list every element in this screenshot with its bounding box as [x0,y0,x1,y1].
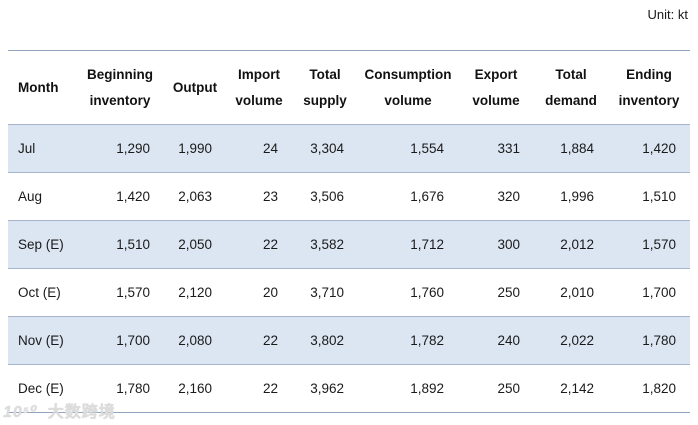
month-cell: Nov (E) [18,333,64,348]
value-cell-total-demand: 2,142 [560,381,594,396]
table-row: Oct (E) 1,570 2,120 20 3,710 1,760 250 2,010 1,7… [8,269,690,317]
table-header-row: Month Beginning inventory Output Import volum… [8,51,690,125]
value-cell-beginning-inventory: 1,780 [116,381,150,396]
value-cell-consumption-volume: 1,782 [410,333,444,348]
value-cell-ending-inventory: 1,780 [642,333,676,348]
value-cell-ending-inventory: 1,700 [642,285,676,300]
inventory-table: Month Beginning inventory Output Import volum… [8,50,690,413]
value-cell-export-volume: 320 [497,189,520,204]
value-cell-total-supply: 3,582 [310,237,344,252]
value-cell-export-volume: 331 [497,141,520,156]
watermark: 10⁵⁰ 大数跨境 [3,398,116,422]
value-cell-export-volume: 300 [497,237,520,252]
column-header-total-supply: Total supply [303,66,347,108]
value-cell-total-supply: 3,506 [310,189,344,204]
value-cell-total-supply: 3,710 [310,285,344,300]
value-cell-ending-inventory: 1,570 [642,237,676,252]
unit-label: Unit: kt [647,7,688,22]
value-cell-export-volume: 250 [497,381,520,396]
table-row: Dec (E) 1,780 2,160 22 3,962 1,892 250 2,142 1,8… [8,365,690,413]
value-cell-ending-inventory: 1,820 [642,381,676,396]
value-cell-import-volume: 20 [262,285,278,300]
value-cell-beginning-inventory: 1,420 [116,189,150,204]
value-cell-consumption-volume: 1,892 [410,381,444,396]
column-header-ending-inventory: Ending inventory [618,66,680,108]
value-cell-beginning-inventory: 1,290 [116,141,150,156]
column-header-month: Month [18,79,59,95]
value-cell-consumption-volume: 1,760 [410,285,444,300]
month-cell: Oct (E) [18,285,61,300]
value-cell-beginning-inventory: 1,700 [116,333,150,348]
value-cell-output: 2,063 [178,189,212,204]
table-body: Jul 1,290 1,990 24 3,304 1,554 331 1,884 1,420 Au… [8,124,690,413]
table-row: Jul 1,290 1,990 24 3,304 1,554 331 1,884 1,420 [8,124,690,173]
value-cell-output: 1,990 [178,141,212,156]
value-cell-total-demand: 2,010 [560,285,594,300]
value-cell-total-supply: 3,962 [310,381,344,396]
value-cell-ending-inventory: 1,510 [642,189,676,204]
watermark-text: 大数跨境 [47,404,116,421]
month-cell: Jul [18,141,36,156]
value-cell-import-volume: 24 [262,141,278,156]
value-cell-import-volume: 22 [262,333,278,348]
value-cell-total-demand: 2,012 [560,237,594,252]
value-cell-export-volume: 240 [497,333,520,348]
value-cell-beginning-inventory: 1,570 [116,285,150,300]
column-header-import-volume: Import volume [235,66,283,108]
table-row: Aug 1,420 2,063 23 3,506 1,676 320 1,996 1,510 [8,173,690,221]
value-cell-total-demand: 2,022 [560,333,594,348]
column-header-beginning-inventory: Beginning inventory [87,66,153,108]
value-cell-total-supply: 3,802 [310,333,344,348]
value-cell-total-demand: 1,884 [560,141,594,156]
month-cell: Aug [18,189,43,204]
value-cell-import-volume: 23 [262,189,278,204]
value-cell-output: 2,050 [178,237,212,252]
value-cell-output: 2,120 [178,285,212,300]
table-row: Nov (E) 1,700 2,080 22 3,802 1,782 240 2,022 1,7… [8,316,690,365]
column-header-export-volume: Export volume [472,66,520,108]
column-header-total-demand: Total demand [545,66,597,108]
month-cell: Sep (E) [18,237,64,252]
value-cell-beginning-inventory: 1,510 [116,237,150,252]
value-cell-ending-inventory: 1,420 [642,141,676,156]
value-cell-export-volume: 250 [497,285,520,300]
table-row: Sep (E) 1,510 2,050 22 3,582 1,712 300 2,012 1,5… [8,220,690,269]
value-cell-import-volume: 22 [262,237,278,252]
value-cell-output: 2,080 [178,333,212,348]
value-cell-consumption-volume: 1,712 [410,237,444,252]
value-cell-output: 2,160 [178,381,212,396]
column-header-output: Output [172,79,218,95]
value-cell-total-demand: 1,996 [560,189,594,204]
value-cell-import-volume: 22 [262,381,278,396]
watermark-logo-icon: 10⁵⁰ [3,404,39,421]
value-cell-total-supply: 3,304 [310,141,344,156]
column-header-consumption-volume: Consumption volume [364,66,452,108]
month-cell: Dec (E) [18,381,64,396]
value-cell-consumption-volume: 1,676 [410,189,444,204]
value-cell-consumption-volume: 1,554 [410,141,444,156]
